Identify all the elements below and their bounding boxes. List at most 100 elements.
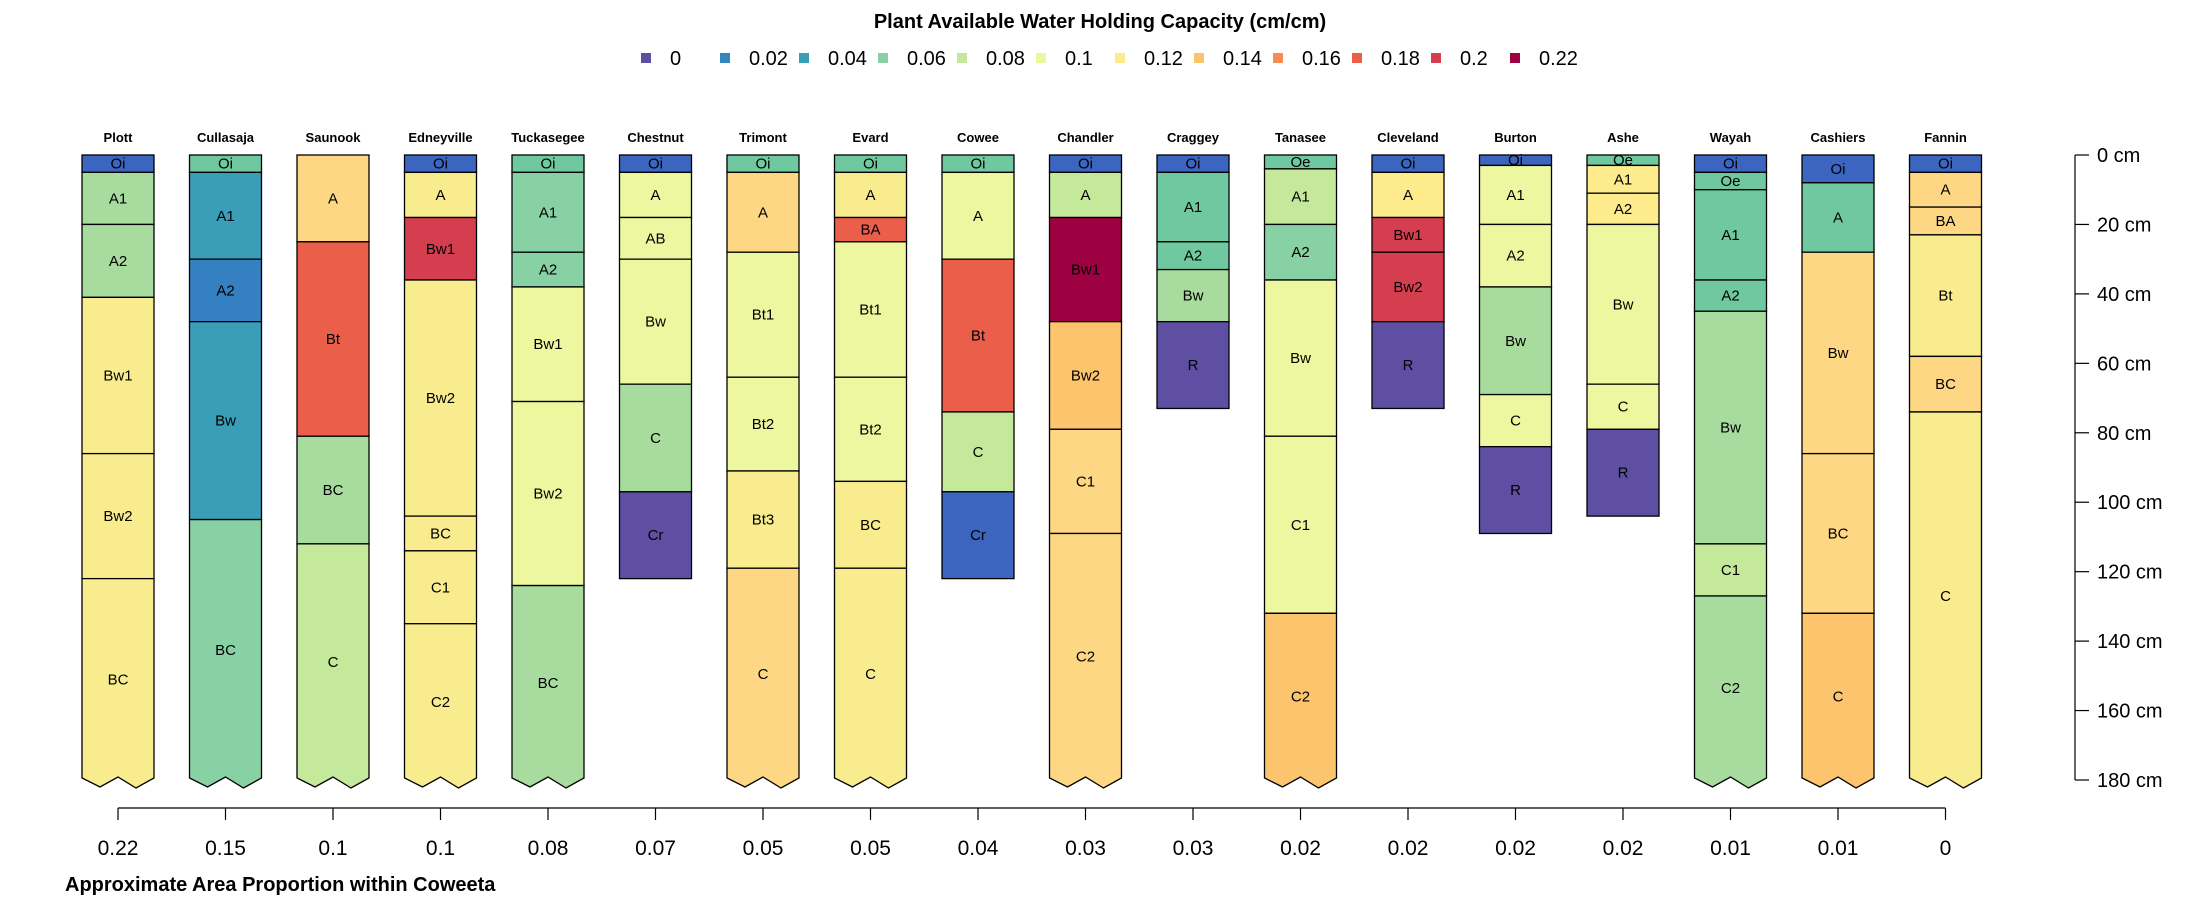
horizon-label: Bw2 — [1393, 279, 1422, 296]
profile-name: Plott — [104, 130, 134, 145]
horizon-label: A — [865, 187, 875, 204]
profile-name: Cullasaja — [197, 130, 255, 145]
horizon-label: Bt — [971, 328, 986, 345]
horizon-label: Bt1 — [859, 302, 882, 319]
legend-item: 0.16 — [1273, 48, 1341, 70]
horizon-label: A1 — [1184, 199, 1202, 216]
x-tick-label: 0.03 — [1173, 837, 1214, 860]
horizon — [1478, 446, 1553, 535]
horizon — [1801, 251, 1875, 455]
horizon-label: A — [1940, 182, 1950, 199]
x-tick-label: 0.02 — [1603, 837, 1644, 860]
horizon-label: A2 — [1721, 288, 1739, 305]
horizon-label: Oe — [1720, 173, 1740, 190]
depth-tick-label: 140 cm — [2097, 631, 2163, 653]
horizon — [1586, 428, 1660, 517]
depth-tick-label: 0 cm — [2097, 145, 2140, 167]
legend-item: 0.1 — [1036, 48, 1093, 70]
horizon-label: Oi — [1831, 161, 1846, 178]
horizon — [833, 171, 908, 219]
x-tick-label: 0.02 — [1280, 837, 1321, 860]
legend-swatch — [799, 53, 809, 63]
horizon — [188, 518, 263, 789]
horizon-label: C — [1833, 689, 1844, 706]
legend-swatch — [1431, 53, 1441, 63]
horizon — [296, 543, 370, 789]
legend-item: 0.02 — [720, 48, 788, 70]
x-tick-label: 0.08 — [528, 837, 569, 860]
legend-item: 0.2 — [1431, 48, 1488, 70]
horizon — [511, 584, 585, 789]
horizon-label: AB — [645, 230, 665, 247]
horizon — [403, 623, 478, 789]
horizon-label: BC — [1828, 525, 1849, 542]
horizon-label: BC — [215, 642, 236, 659]
horizon-label: BC — [108, 671, 129, 688]
horizon-label: A2 — [216, 282, 234, 299]
horizon — [81, 577, 155, 789]
horizon-label: Oi — [1401, 156, 1416, 173]
horizon-label: Bt2 — [752, 416, 775, 433]
depth-tick-label: 120 cm — [2097, 562, 2163, 584]
horizon — [1048, 171, 1123, 219]
legend-label: 0.08 — [986, 48, 1025, 70]
horizon-label: C1 — [1076, 473, 1095, 490]
horizon-label: Oe — [1290, 154, 1310, 171]
horizon-label: A2 — [539, 262, 557, 279]
soil-profile: Plott Oi A1 A2 Bw1 Bw2 BC — [81, 130, 155, 789]
horizon-label: A1 — [1506, 187, 1524, 204]
depth-tick-label: 60 cm — [2097, 353, 2151, 375]
horizon — [1693, 595, 1768, 789]
horizon — [618, 491, 693, 580]
horizon — [1586, 383, 1660, 430]
legend-item: 0.06 — [878, 48, 946, 70]
horizon — [403, 550, 478, 625]
horizon — [1263, 279, 1338, 437]
horizon — [833, 241, 908, 378]
horizon — [1478, 393, 1553, 448]
horizon — [726, 567, 800, 789]
horizon-label: A — [1080, 187, 1090, 204]
horizon — [1263, 168, 1338, 226]
profile-name: Tanasee — [1275, 130, 1326, 145]
horizon-label: Oi — [218, 156, 233, 173]
profile-name: Cleveland — [1377, 130, 1438, 145]
horizon — [1263, 612, 1338, 789]
horizon — [833, 567, 908, 789]
profile-name: Fannin — [1924, 130, 1967, 145]
horizon-label: Bw — [215, 413, 236, 430]
horizon-label: BC — [323, 482, 344, 499]
profile-name: Cashiers — [1811, 130, 1866, 145]
horizon — [1586, 164, 1660, 194]
soil-profile: Trimont Oi A Bt1 Bt2 Bt3 C — [726, 130, 800, 789]
legend-label: 0.02 — [749, 48, 788, 70]
soil-profile: Fannin Oi A BA Bt BC C — [1908, 130, 1983, 789]
legend-title: Plant Available Water Holding Capacity (… — [874, 11, 1326, 33]
horizon-label: Bw2 — [1071, 367, 1100, 384]
legend-label: 0.12 — [1144, 48, 1183, 70]
horizon-label: Oi — [1938, 156, 1953, 173]
horizon-label: C — [1940, 588, 1951, 605]
horizon — [1801, 452, 1875, 614]
horizon — [1801, 612, 1875, 789]
legend-swatch — [720, 53, 730, 63]
horizon-label: Oi — [863, 156, 878, 173]
horizon-label: Bt1 — [752, 307, 775, 324]
horizon-label: Bw1 — [426, 241, 455, 258]
horizon-label: A — [650, 187, 660, 204]
horizon-label: A — [1403, 187, 1413, 204]
legend-label: 0.16 — [1302, 48, 1341, 70]
horizon — [1693, 189, 1768, 281]
x-tick-label: 0.05 — [850, 837, 891, 860]
soil-profile: Evard Oi A BA Bt1 Bt2 BC C — [833, 130, 908, 789]
horizon — [1156, 171, 1230, 243]
soil-profile: Tuckasegee Oi A1 A2 Bw1 Bw2 BC — [511, 130, 585, 789]
x-tick-label: 0.01 — [1710, 837, 1751, 860]
horizon-label: Oi — [1723, 156, 1738, 173]
horizon — [1048, 321, 1123, 430]
horizon-label: BC — [430, 525, 451, 542]
profile-name: Chandler — [1057, 130, 1113, 145]
horizon-label: Bw — [1828, 345, 1849, 362]
x-tick-label: 0.02 — [1495, 837, 1536, 860]
